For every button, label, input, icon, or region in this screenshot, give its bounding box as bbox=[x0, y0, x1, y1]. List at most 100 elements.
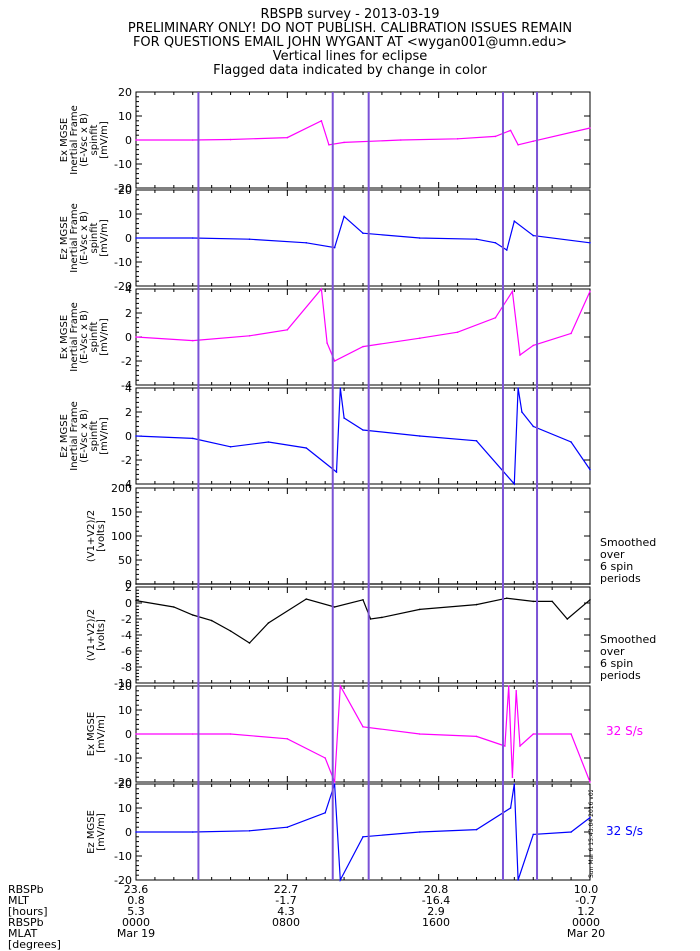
data-point bbox=[191, 614, 194, 616]
data-point bbox=[456, 138, 459, 140]
col-value: 20.8 bbox=[423, 883, 449, 896]
data-point bbox=[191, 139, 194, 141]
data-point bbox=[381, 616, 383, 619]
y-tick-label: 0 bbox=[125, 331, 132, 344]
data-point bbox=[418, 337, 421, 340]
data-point bbox=[589, 290, 591, 293]
data-point bbox=[305, 583, 308, 585]
data-point bbox=[335, 471, 338, 473]
data-point bbox=[570, 441, 572, 443]
data-point bbox=[135, 733, 137, 735]
y-axis-label-line: (E-Vsc x B) bbox=[79, 211, 90, 265]
y-tick-label: 10 bbox=[118, 704, 132, 717]
y-axis-label-line: [mV/m] bbox=[99, 121, 110, 159]
y-axis-label-line: (V1+V2)/2 bbox=[86, 510, 97, 562]
data-point bbox=[505, 597, 508, 599]
data-point bbox=[551, 600, 553, 603]
y-tick-label: 0 bbox=[125, 430, 132, 443]
data-point bbox=[475, 440, 478, 442]
y-axis-label-line: Inertial Frame bbox=[69, 203, 80, 273]
col-value: 1.2 bbox=[577, 905, 595, 918]
data-point bbox=[513, 783, 516, 785]
y-tick-label: -10 bbox=[114, 158, 132, 171]
header-eclipse-note: Vertical lines for eclipse bbox=[272, 49, 428, 64]
data-point bbox=[475, 735, 478, 738]
y-tick-label: 200 bbox=[111, 482, 132, 495]
data-point bbox=[135, 599, 137, 602]
data-point bbox=[418, 435, 421, 437]
data-point bbox=[135, 139, 137, 141]
y-tick-label: -10 bbox=[114, 256, 132, 269]
data-point bbox=[475, 583, 478, 585]
data-point bbox=[519, 745, 521, 747]
y-axis-label-line: [volts] bbox=[96, 520, 107, 552]
data-point bbox=[589, 599, 591, 601]
data-point bbox=[475, 238, 478, 240]
data-point bbox=[248, 583, 251, 585]
panel6-note-line: periods bbox=[600, 669, 641, 682]
col-value: Mar 19 bbox=[116, 927, 156, 940]
y-tick-label: 50 bbox=[118, 554, 132, 567]
row-label: MLT bbox=[8, 894, 29, 907]
orbit-row-labels: RBSPb MLT [hours] RBSPb MLAT [degrees] bbox=[8, 884, 61, 950]
data-point bbox=[570, 332, 572, 335]
data-point bbox=[418, 237, 421, 239]
y-tick-label: 10 bbox=[118, 802, 132, 815]
col-value: 0.8 bbox=[127, 894, 145, 907]
data-point bbox=[511, 776, 514, 778]
data-point bbox=[532, 140, 535, 142]
y-axis-label-line: Inertial Frame bbox=[69, 105, 80, 175]
data-point bbox=[513, 220, 516, 222]
y-tick-label: 0 bbox=[125, 578, 132, 591]
data-point bbox=[339, 879, 342, 881]
data-point bbox=[248, 238, 251, 240]
data-point bbox=[333, 360, 336, 362]
panel6-note-line: 6 spin bbox=[600, 657, 634, 670]
y-tick-label: 4 bbox=[125, 283, 132, 296]
data-point bbox=[475, 828, 478, 831]
data-point bbox=[369, 618, 372, 620]
y-axis-label-line: [mV/m] bbox=[99, 219, 110, 257]
data-point bbox=[339, 387, 342, 389]
data-point bbox=[517, 879, 519, 881]
panel5-note-line: Smoothed bbox=[600, 536, 657, 549]
data-point bbox=[532, 234, 535, 237]
data-point bbox=[248, 830, 251, 832]
data-point bbox=[267, 441, 270, 443]
panel6-note-line: Smoothed bbox=[600, 633, 657, 646]
y-axis-label-line: Ex MGSE bbox=[59, 118, 70, 162]
y-tick-label: -4 bbox=[121, 379, 132, 392]
row-label: [degrees] bbox=[8, 938, 61, 951]
data-point bbox=[521, 411, 523, 413]
panel5-note-line: periods bbox=[600, 572, 641, 585]
y-tick-label: 0 bbox=[125, 597, 132, 610]
data-point bbox=[229, 733, 232, 735]
data-point bbox=[248, 335, 251, 337]
y-axis-label-line: Ez MGSE bbox=[86, 810, 97, 854]
y-axis-label-line: (E-Vsc x B) bbox=[79, 113, 90, 167]
data-point bbox=[191, 339, 194, 342]
data-point bbox=[532, 733, 535, 735]
col-value: -0.7 bbox=[575, 894, 597, 907]
y-tick-label: -10 bbox=[114, 752, 132, 765]
header-flag-note: Flagged data indicated by change in colo… bbox=[213, 63, 487, 78]
data-point bbox=[191, 437, 194, 440]
col-value: 0800 bbox=[272, 916, 300, 929]
data-point bbox=[494, 242, 497, 244]
series-line-panel-1 bbox=[136, 119, 591, 146]
y-tick-label: 4 bbox=[125, 382, 132, 395]
data-point bbox=[532, 833, 535, 836]
y-tick-label: -6 bbox=[121, 645, 132, 658]
col-value: 10.0 bbox=[573, 883, 599, 896]
panel7-rate: 32 S/s bbox=[606, 724, 643, 738]
y-tick-label: 10 bbox=[118, 208, 132, 221]
series-line-panel-6 bbox=[135, 597, 591, 644]
y-tick-label: -4 bbox=[121, 478, 132, 491]
col-value: 22.7 bbox=[273, 883, 299, 896]
y-axis-label: (V1+V2)/2[volts] bbox=[86, 609, 107, 661]
data-point bbox=[229, 630, 232, 632]
y-axis-label: Ez MGSE[mV/m] bbox=[86, 810, 107, 854]
y-axis-label-line: spinfit bbox=[89, 321, 100, 352]
data-point bbox=[532, 344, 535, 347]
